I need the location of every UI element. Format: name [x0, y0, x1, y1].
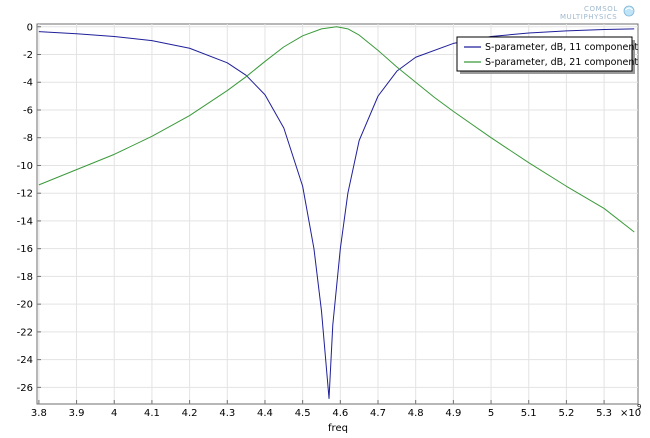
- x-tick-label: 4.1: [144, 408, 160, 419]
- x-tick-label: 3.8: [31, 408, 47, 419]
- series-line-s21: [38, 26, 635, 233]
- comsol-logo: COMSOL MULTIPHYSICS: [560, 5, 635, 21]
- y-tick-label: -18: [17, 272, 33, 283]
- logo-sphere-highlight-icon: [625, 7, 633, 11]
- legend-label-s11: S-parameter, dB, 11 component: [485, 42, 638, 53]
- x-tick-label: 4.5: [295, 408, 311, 419]
- x-tick-label: 5: [488, 408, 494, 419]
- y-tick-label: -2: [23, 50, 33, 61]
- plot-frame: [36, 23, 639, 405]
- legend: S-parameter, dB, 11 component S-paramete…: [456, 36, 638, 74]
- x-multiplier-exponent: 9: [637, 403, 641, 411]
- y-tick-label: -22: [17, 327, 33, 338]
- x-tick-label: 4: [111, 408, 117, 419]
- y-tick-label: -4: [23, 78, 33, 89]
- x-tick-label: 5.3: [596, 408, 612, 419]
- x-tick-label: 5.1: [521, 408, 537, 419]
- x-tick-label: 5.2: [558, 408, 574, 419]
- x-axis-title: freq: [328, 423, 348, 434]
- y-tick-label: -8: [23, 133, 33, 144]
- y-tick-label: -26: [17, 383, 33, 394]
- x-tick-label: 4.8: [408, 408, 424, 419]
- x-tick-label: 3.9: [69, 408, 85, 419]
- y-tick-label: -12: [17, 189, 33, 200]
- x-tick-label: 4.2: [182, 408, 198, 419]
- grid: [37, 24, 638, 404]
- y-tick-label: 0: [27, 22, 33, 33]
- logo-text-comsol: COMSOL: [584, 5, 618, 13]
- x-tick-label: 4.9: [445, 408, 461, 419]
- y-tick-label: -14: [17, 216, 33, 227]
- y-tick-label: -20: [17, 300, 33, 311]
- x-tick-label: 4.6: [332, 408, 348, 419]
- x-tick-label: 4.7: [370, 408, 386, 419]
- y-tick-label: -10: [17, 161, 33, 172]
- y-tick-label: -6: [23, 105, 33, 116]
- logo-text-multiphysics: MULTIPHYSICS: [560, 13, 617, 21]
- y-tick-label: -24: [17, 355, 33, 366]
- x-tick-label: 4.4: [257, 408, 273, 419]
- axis-ticks: 3.8 3.9 4 4.1 4.2 4.3 4.4 4.5 4.6 4.7 4.8 4.9 5 5.1 5.…: [17, 22, 612, 419]
- legend-box: [456, 36, 633, 72]
- legend-label-s21: S-parameter, dB, 21 component: [485, 57, 638, 68]
- y-tick-label: -16: [17, 244, 33, 255]
- x-tick-label: 4.3: [219, 408, 235, 419]
- x-multiplier-label: ×10: [620, 408, 641, 419]
